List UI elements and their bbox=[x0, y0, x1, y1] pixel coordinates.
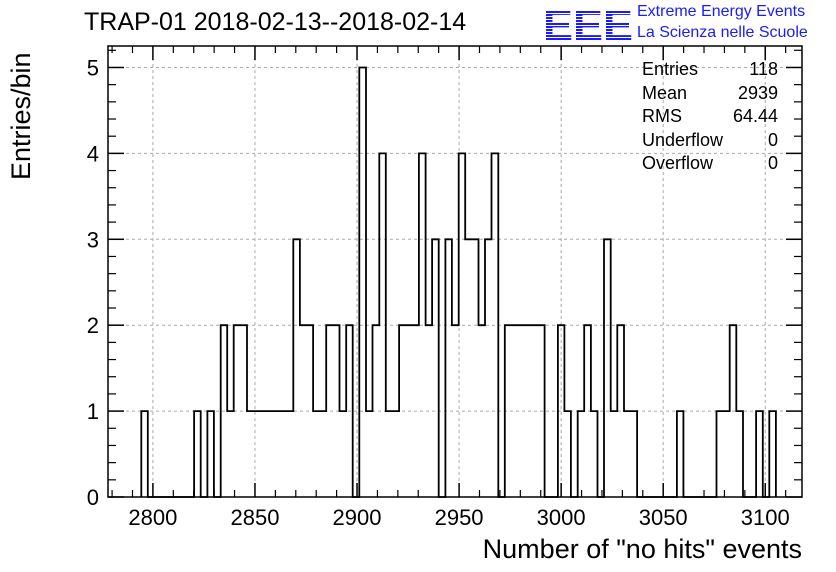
logo-text: Extreme Energy Events La Scienza nelle S… bbox=[637, 1, 808, 43]
logo-line-2: La Scienza nelle Scuole bbox=[637, 24, 808, 41]
axis-ticks bbox=[108, 46, 802, 498]
statistics-box: Entries 118 Mean 2939 RMS 64.44 Underflow 0 … bbox=[642, 58, 778, 176]
x-tick-label: 3000 bbox=[537, 505, 586, 530]
y-tick-label: 4 bbox=[87, 141, 99, 166]
stats-row-entries: Entries 118 bbox=[642, 58, 778, 82]
x-tick-label: 3050 bbox=[639, 505, 688, 530]
stats-label: Overflow bbox=[642, 153, 714, 173]
y-tick-label: 1 bbox=[87, 399, 99, 424]
stats-row-mean: Mean 2939 bbox=[642, 82, 778, 106]
stats-label: Entries bbox=[642, 59, 699, 79]
stats-label: RMS bbox=[642, 106, 682, 126]
x-tick-label: 3100 bbox=[741, 505, 790, 530]
x-tick-label: 2900 bbox=[333, 505, 382, 530]
x-tick-label: 2850 bbox=[230, 505, 279, 530]
stats-value: 64.44 bbox=[732, 106, 778, 126]
y-tick-label: 3 bbox=[87, 227, 99, 252]
y-tick-label: 0 bbox=[87, 485, 99, 510]
x-tick-label: 2800 bbox=[128, 505, 177, 530]
x-tick-label: 2950 bbox=[435, 505, 484, 530]
stats-value: 0 bbox=[767, 153, 778, 173]
histogram-step-line bbox=[140, 66, 777, 498]
stats-value: 0 bbox=[767, 129, 778, 150]
stats-value: 118 bbox=[749, 59, 778, 79]
logo-mark: EEE bbox=[543, 2, 633, 44]
plot-frame bbox=[107, 45, 803, 498]
stats-value: 2939 bbox=[737, 82, 778, 103]
stats-row-underflow: Underflow 0 bbox=[642, 129, 778, 153]
y-axis-label: Entries/bin bbox=[6, 52, 36, 180]
stats-row-rms: RMS 64.44 bbox=[642, 105, 778, 129]
x-axis-label: Number of "no hits" events bbox=[482, 534, 802, 564]
eee-logo: EEE bbox=[543, 2, 633, 44]
stats-label: Mean bbox=[642, 82, 688, 103]
stats-row-overflow: Overflow 0 bbox=[642, 152, 778, 176]
chart-title: TRAP-01 2018-02-13--2018-02-14 bbox=[84, 8, 467, 36]
logo-line-1: Extreme Energy Events bbox=[637, 3, 806, 20]
y-tick-label: 5 bbox=[87, 55, 99, 80]
stats-label: Underflow bbox=[642, 129, 724, 150]
axis-tick-labels: 2800 2850 2900 2950 3000 3050 3100 0 1 2 3 4 5 bbox=[87, 55, 790, 530]
y-tick-label: 2 bbox=[87, 313, 99, 338]
